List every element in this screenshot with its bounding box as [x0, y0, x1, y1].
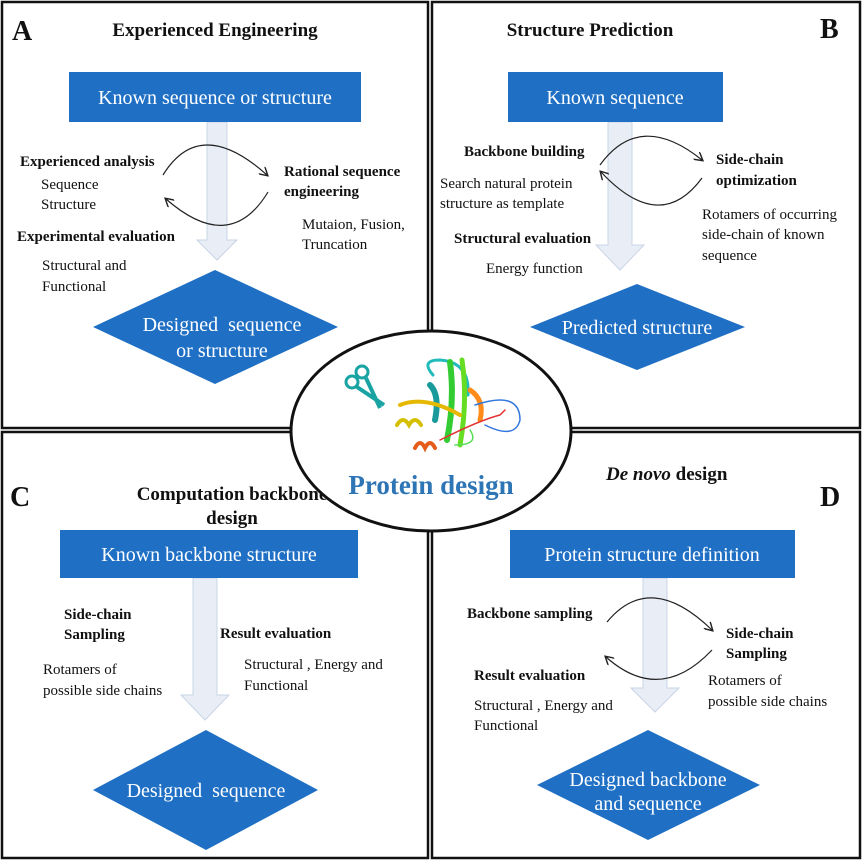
cycle-arrow-back — [601, 172, 703, 206]
step-heading: optimization — [716, 173, 797, 189]
step-detail: Functional — [244, 678, 308, 694]
panel-letter: A — [12, 16, 33, 47]
flow-arrow — [594, 121, 646, 271]
step-detail: Mutaion, Fusion, — [302, 217, 405, 233]
step-detail: Rotamers of — [708, 673, 782, 689]
step-heading: Side-chain — [64, 607, 132, 623]
step-heading: Backbone sampling — [467, 606, 593, 622]
step-detail: Rotamers of occurring — [702, 207, 837, 223]
panel-letter: C — [10, 482, 30, 513]
panel-d: D De novo design Protein structure defin… — [430, 430, 862, 860]
start-box — [60, 530, 358, 578]
step-heading: engineering — [284, 184, 359, 200]
center-title: Protein design — [348, 470, 513, 500]
panel-title: design — [206, 508, 258, 529]
step-heading: Experimental evaluation — [17, 229, 176, 245]
panel-letter: B — [820, 14, 839, 45]
step-detail: Functional — [474, 718, 538, 734]
cycle-arrow-forward — [606, 597, 712, 630]
panel-title: De novo design — [605, 464, 728, 485]
step-detail: sequence — [702, 248, 757, 264]
step-heading: Side-chain — [726, 626, 794, 642]
start-box-label: Known sequence or structure — [98, 87, 332, 109]
panel-letter: D — [820, 482, 840, 513]
result-label: Designed sequence — [143, 314, 302, 336]
cycle-arrow-back — [606, 649, 713, 680]
step-detail: Functional — [42, 279, 106, 295]
center-hub: Protein design — [289, 329, 573, 533]
step-heading: Backbone building — [464, 144, 585, 160]
panel-a: A Experienced Engineering Known sequence… — [0, 0, 430, 430]
start-box-label: Known sequence — [546, 87, 683, 109]
start-box-label: Protein structure definition — [544, 544, 760, 566]
panel-title: Computation backbone — [137, 484, 328, 505]
step-detail: Structural , Energy and — [244, 657, 383, 673]
step-detail: Truncation — [302, 237, 368, 253]
cycle-arrow-forward — [162, 144, 267, 175]
cycle-arrow-back — [166, 191, 269, 226]
start-box — [69, 72, 361, 122]
flow-arrow — [195, 121, 239, 261]
result-label: Designed backbone — [569, 769, 726, 791]
step-heading: Result evaluation — [474, 668, 586, 684]
step-detail: Structural and — [42, 258, 127, 274]
step-detail: Rotamers of — [43, 662, 117, 678]
step-detail: Structural , Energy and — [474, 698, 613, 714]
start-box — [508, 72, 723, 122]
result-diamond — [537, 730, 760, 840]
protein-ribbon-structure — [395, 357, 521, 453]
flow-arrow — [179, 577, 231, 721]
step-detail: possible side chains — [708, 694, 827, 710]
step-heading: Side-chain — [716, 152, 784, 168]
step-detail: Sequence — [41, 177, 99, 193]
step-detail: side-chain of known — [702, 227, 825, 243]
step-heading: Sampling — [64, 627, 125, 643]
panel-title: Structure Prediction — [507, 20, 674, 41]
start-box-label: Known backbone structure — [101, 544, 317, 566]
result-diamond — [93, 270, 338, 384]
step-heading: Sampling — [726, 646, 787, 662]
scissors-icon — [344, 364, 386, 409]
result-label: or structure — [176, 340, 268, 362]
step-detail: Energy function — [486, 261, 583, 277]
step-heading: Experienced analysis — [20, 154, 155, 170]
step-detail: structure as template — [440, 196, 564, 212]
panel-title: Experienced Engineering — [112, 20, 318, 41]
step-detail: possible side chains — [43, 683, 162, 699]
result-label: Designed sequence — [127, 780, 286, 802]
start-box — [510, 530, 795, 578]
step-heading: Structural evaluation — [454, 231, 592, 247]
center-ellipse — [289, 329, 573, 533]
step-detail: Structure — [41, 197, 96, 213]
step-heading: Result evaluation — [220, 626, 332, 642]
result-label: and sequence — [594, 793, 701, 815]
step-detail: Search natural protein — [440, 176, 573, 192]
result-label: Predicted structure — [562, 317, 713, 339]
result-diamond — [530, 284, 745, 370]
step-heading: Rational sequence — [284, 164, 401, 180]
result-diamond — [93, 730, 318, 850]
cycle-arrow-forward — [599, 135, 702, 166]
